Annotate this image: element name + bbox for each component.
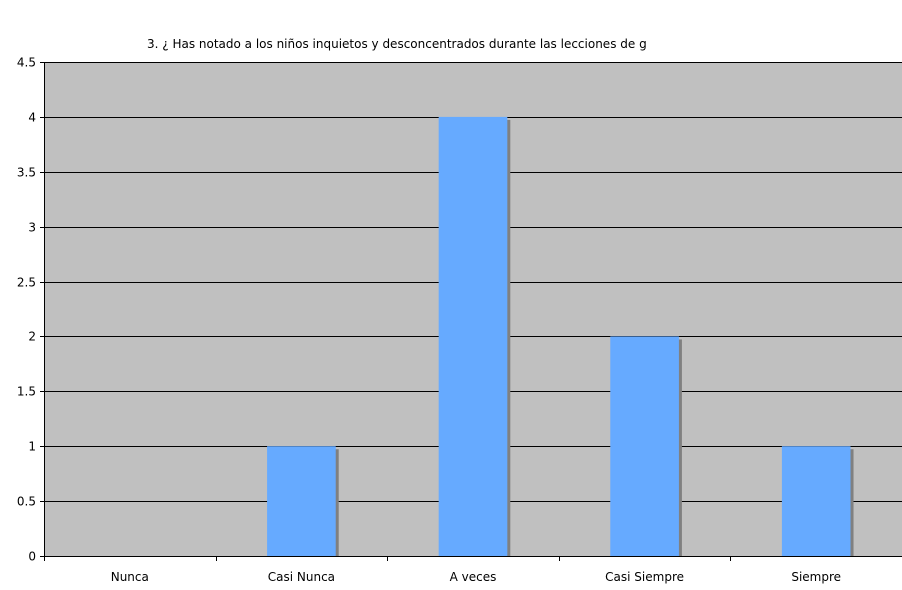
chart-title: 3. ¿ Has notado a los niños inquietos y …	[147, 37, 647, 51]
x-tick-label: Nunca	[111, 570, 149, 584]
bar	[610, 336, 679, 556]
y-tick-label: 3	[28, 221, 36, 235]
y-tick-label: 0.5	[17, 495, 36, 509]
bar	[267, 446, 336, 556]
x-tick-labels: Nunca Casi Nunca A veces Casi Siempre Siempr…	[111, 570, 841, 584]
x-tick-label: Siempre	[791, 570, 841, 584]
bar	[438, 116, 508, 556]
y-tick-label: 1.5	[17, 385, 36, 399]
y-tick-label: 3.5	[17, 166, 36, 180]
y-tick-label: 4.5	[17, 56, 36, 70]
y-tick-label: 4	[28, 111, 36, 125]
bar	[781, 446, 851, 556]
y-tick-label: 0	[28, 550, 36, 564]
y-tick-labels: 0 0.5 1 1.5 2 2.5 3 3.5 4 4.5	[17, 56, 36, 564]
bars	[267, 116, 854, 556]
x-tick-label: A veces	[450, 570, 497, 584]
x-tick-label: Casi Nunca	[268, 570, 335, 584]
axes	[40, 62, 902, 561]
y-tick-label: 1	[28, 440, 36, 454]
y-tick-label: 2	[28, 330, 36, 344]
y-tick-label: 2.5	[17, 276, 36, 290]
x-tick-label: Casi Siempre	[605, 570, 684, 584]
